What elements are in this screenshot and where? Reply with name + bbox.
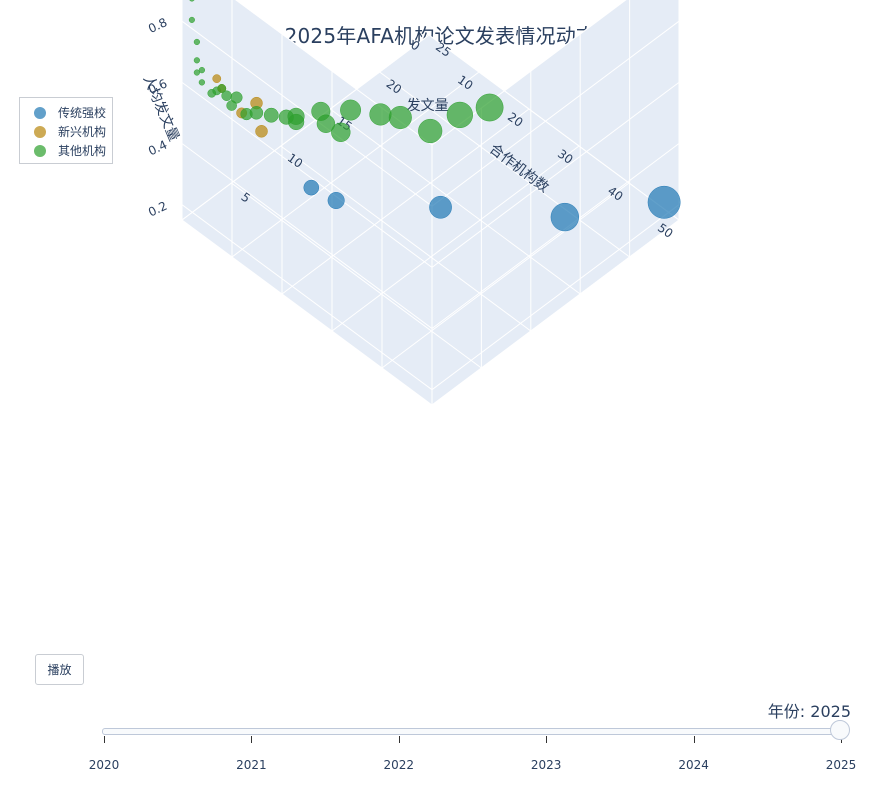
legend-marker xyxy=(34,144,46,157)
gridline-z xyxy=(431,20,680,207)
gridline-z xyxy=(431,0,627,146)
data-point-2 xyxy=(331,122,351,142)
gridline-x xyxy=(280,145,532,332)
slider-tick xyxy=(546,736,548,743)
year-slider-handle[interactable] xyxy=(830,720,850,740)
gridline-z xyxy=(181,143,433,329)
data-point-2 xyxy=(263,107,279,123)
slider-year: 2025 xyxy=(810,702,851,721)
data-point-2 xyxy=(475,93,504,122)
legend-marker xyxy=(34,106,46,119)
legend-label: 新兴机构 xyxy=(58,125,107,139)
gridline-z xyxy=(431,143,680,329)
data-point-2 xyxy=(446,101,473,129)
gridline-z xyxy=(181,81,433,268)
gridline-x xyxy=(379,71,630,258)
legend-label: 其他机构 xyxy=(58,144,107,158)
data-point-2 xyxy=(340,99,362,121)
data-point-0 xyxy=(647,185,681,219)
gridline-x xyxy=(231,182,482,369)
slider-year-label[interactable]: 2024 xyxy=(678,758,709,772)
gridline-z xyxy=(431,81,680,268)
legend-label: 传统强校 xyxy=(58,106,107,120)
slider-tick xyxy=(398,736,400,743)
legend-item[interactable]: 传统强校 xyxy=(20,103,112,122)
data-point-2 xyxy=(249,106,264,120)
data-point-2 xyxy=(230,91,243,104)
legend-item[interactable]: 新兴机构 xyxy=(20,122,112,141)
data-point-1 xyxy=(255,125,268,138)
data-point-0 xyxy=(550,202,580,232)
gridline-x xyxy=(428,34,680,221)
slider-current-value: 年份: 2025 xyxy=(768,698,851,722)
gridline-y xyxy=(281,108,530,295)
data-point-2 xyxy=(189,0,195,2)
data-point-0 xyxy=(429,195,452,219)
data-point-0 xyxy=(327,192,345,210)
data-point-2 xyxy=(198,79,206,86)
data-point-2 xyxy=(316,114,336,133)
data-point-2 xyxy=(418,118,443,144)
data-point-2 xyxy=(221,90,232,101)
gridline-y xyxy=(331,145,580,332)
data-point-1 xyxy=(212,74,222,84)
data-point-2 xyxy=(388,105,412,130)
gridline-y xyxy=(431,219,680,406)
slider-prefix: 年份: xyxy=(767,702,811,721)
legend: 传统强校新兴机构其他机构 xyxy=(19,97,113,164)
slider-tick xyxy=(251,736,253,743)
data-point-2 xyxy=(217,84,227,93)
slider-year-label[interactable]: 2021 xyxy=(236,758,267,772)
z-tick-label: 0.2 xyxy=(146,199,169,220)
slider-year-label[interactable]: 2020 xyxy=(88,758,120,772)
gridline-y xyxy=(231,71,480,258)
gridline-y xyxy=(381,182,630,369)
gridline-z xyxy=(431,204,680,391)
gridline-x xyxy=(329,108,581,295)
legend-marker xyxy=(34,125,46,138)
data-point-2 xyxy=(198,66,206,74)
legend-item[interactable]: 其他机构 xyxy=(20,141,112,160)
play-button[interactable]: 播放 xyxy=(35,654,84,685)
x-axis-title: 发文量 xyxy=(407,98,449,114)
slider-year-label[interactable]: 2025 xyxy=(825,758,857,772)
gridline-z xyxy=(181,204,433,391)
z-tick-label: 0.8 xyxy=(146,15,169,36)
data-point-0 xyxy=(303,179,320,196)
slider-year-label[interactable]: 2023 xyxy=(530,758,562,772)
data-point-2 xyxy=(369,103,392,126)
data-point-2 xyxy=(193,57,200,64)
gridline-z xyxy=(181,20,433,207)
data-point-2 xyxy=(188,16,195,23)
data-point-2 xyxy=(193,69,200,76)
year-slider-track[interactable] xyxy=(102,728,844,735)
data-point-2 xyxy=(193,38,200,46)
gridline-y xyxy=(181,34,430,221)
slider-year-label[interactable]: 2022 xyxy=(383,758,415,772)
slider-tick xyxy=(693,736,695,743)
data-point-2 xyxy=(288,113,305,131)
slider-tick xyxy=(104,736,105,743)
